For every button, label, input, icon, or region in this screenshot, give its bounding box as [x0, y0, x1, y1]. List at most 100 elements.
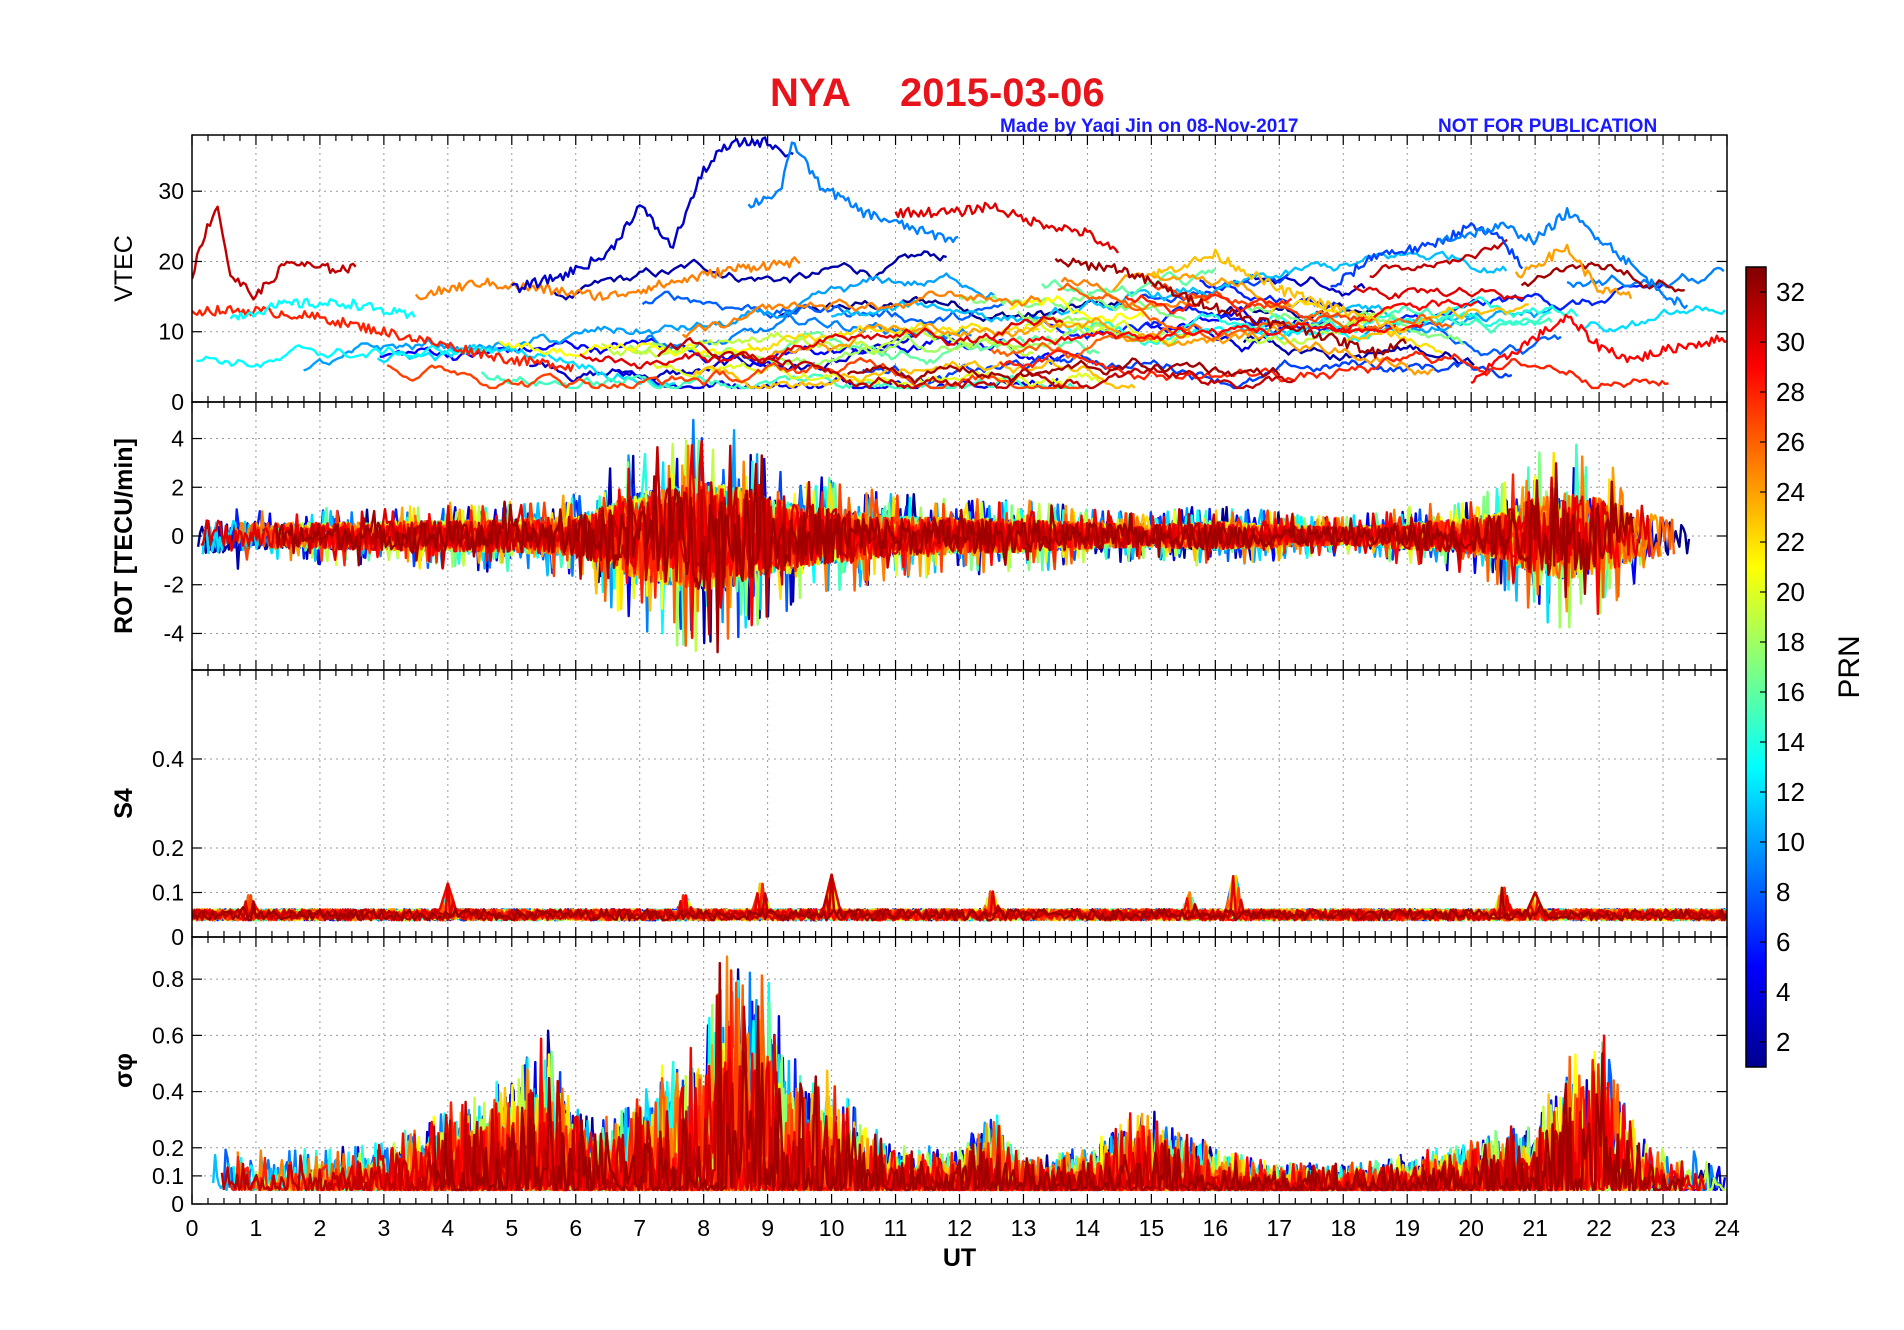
- notice-text: NOT FOR PUBLICATION: [1438, 116, 1657, 137]
- y-tick-label: 0.4: [152, 1079, 184, 1105]
- colorbar-tick-label: 28: [1776, 377, 1805, 407]
- colorbar-tick-label: 2: [1776, 1027, 1790, 1057]
- colorbar-tick-label: 20: [1776, 577, 1805, 607]
- vtec-series-prn-9: [1438, 206, 1689, 310]
- vtec-series-prn-24: [1514, 243, 1633, 300]
- vtec-series-prn-25: [414, 256, 801, 302]
- y-tick-label: 2: [171, 474, 184, 500]
- x-tick-label: 14: [1075, 1215, 1101, 1241]
- vtec-trace: [376, 343, 676, 389]
- panel-s4: 0 0.1 0.2 0.4 S4: [110, 669, 1728, 950]
- y-tick-label: 0.4: [152, 746, 184, 772]
- x-tick-label: 22: [1586, 1215, 1612, 1241]
- x-tick-label: 23: [1650, 1215, 1676, 1241]
- rot-trace-prn-29: [274, 485, 1621, 639]
- vtec-trace: [1388, 304, 1553, 334]
- x-tick-label: 0: [186, 1215, 199, 1241]
- vtec-trace: [681, 290, 1042, 339]
- s4-trace-prn-30: [192, 873, 1727, 922]
- y-axis-label-vtec: VTEC: [110, 235, 138, 302]
- vtec-trace: [480, 371, 1083, 390]
- vtec-series-prn-3: [511, 136, 794, 294]
- vtec-trace: [196, 344, 495, 369]
- y-tick-label: 10: [158, 319, 184, 345]
- x-tick-label: 11: [884, 1215, 908, 1241]
- vtec-trace: [498, 340, 753, 358]
- colorbar-tick-label: 24: [1776, 477, 1805, 507]
- vtec-trace: [1232, 274, 1366, 297]
- vtec-trace: [846, 357, 1281, 385]
- vtec-trace: [552, 250, 947, 301]
- panel-vtec: 0 10 20 30 VTEC: [110, 134, 1728, 415]
- vtec-trace: [652, 361, 1103, 388]
- x-axis-label: UT: [943, 1244, 976, 1272]
- vtec-trace: [1369, 238, 1508, 279]
- x-tick-label: 8: [697, 1215, 710, 1241]
- y-tick-label: 0.1: [152, 1163, 184, 1189]
- x-tick-label: 15: [1139, 1215, 1165, 1241]
- rot-trace-prn-32: [273, 454, 1635, 654]
- vtec-trace: [1060, 276, 1210, 311]
- vtec-trace: [579, 315, 1064, 370]
- colorbar-tick-label: 8: [1776, 877, 1790, 907]
- vtec-trace: [1346, 303, 1529, 342]
- colorbar-tick-label: 26: [1776, 427, 1805, 457]
- y-tick-label: 4: [171, 426, 184, 452]
- x-tick-label: 21: [1522, 1215, 1548, 1241]
- x-ticks-s4: [191, 670, 1728, 937]
- sigma_phi-trace-prn-32: [432, 961, 1685, 1192]
- vtec-trace: [626, 323, 1102, 366]
- x-ticks-rot: [191, 402, 1728, 670]
- traces-sigma_phi: [212, 955, 1727, 1192]
- colorbar-tick-label: 14: [1776, 727, 1805, 757]
- y-tick-label: 0: [171, 924, 184, 950]
- x-tick-label: 20: [1458, 1215, 1484, 1241]
- colorbar-tick-label: 16: [1776, 677, 1805, 707]
- s4-trace-prn-32: [192, 886, 1727, 922]
- vtec-series-prn-13: [229, 297, 416, 321]
- y-tick-label: -2: [164, 572, 184, 598]
- vtec-trace: [303, 272, 996, 372]
- x-tick-label: 18: [1330, 1215, 1356, 1241]
- x-tick-label: 24: [1714, 1215, 1740, 1241]
- vtec-trace: [1041, 268, 1216, 298]
- vtec-trace: [1124, 293, 1293, 315]
- x-tick-label: 9: [761, 1215, 774, 1241]
- vtec-trace: [1242, 334, 1475, 366]
- vtec-trace: [999, 349, 1669, 390]
- colorbar-gradient: [1745, 266, 1767, 1068]
- y-axis-label-s4: S4: [110, 788, 138, 819]
- x-tick-label: 16: [1203, 1215, 1229, 1241]
- vtec-series-prn-30: [894, 201, 1120, 254]
- colorbar-tick-label: 12: [1776, 777, 1805, 807]
- y-tick-label: 0.6: [152, 1022, 184, 1048]
- x-tick-label: 17: [1266, 1215, 1292, 1241]
- y-tick-label: 0.2: [152, 1135, 184, 1161]
- vtec-trace: [1583, 305, 1726, 333]
- panel-rot: -4 -2 0 2 4 ROT [TECU/min]: [110, 401, 1728, 671]
- y-tick-label: 0.8: [152, 966, 184, 992]
- y-tick-label: 0.1: [152, 880, 184, 906]
- vtec-trace: [957, 293, 1187, 321]
- traces-rot: [196, 418, 1691, 654]
- sigma_phi-trace-prn-31: [220, 994, 1572, 1192]
- y-axis-label-rot: ROT [TECU/min]: [110, 438, 138, 634]
- x-tick-label: 19: [1394, 1215, 1420, 1241]
- vtec-series-prn-7: [1330, 222, 1524, 288]
- vtec-series-prn-32: [1054, 257, 1407, 359]
- vtec-trace: [1520, 262, 1685, 293]
- vtec-trace: [761, 317, 1435, 376]
- y-axis-label-sigma_phi: σφ: [110, 1053, 138, 1088]
- traces-vtec: [192, 136, 1727, 390]
- y-tick-label: 0: [171, 523, 184, 549]
- vtec-trace: [1352, 284, 1524, 301]
- colorbar-tick-label: 4: [1776, 977, 1790, 1007]
- vtec-series-prn-9: [747, 141, 959, 244]
- x-tick-label: 5: [505, 1215, 518, 1241]
- colorbar-tick-label: 18: [1776, 627, 1805, 657]
- vtec-trace: [1151, 283, 1374, 323]
- colorbar-tick-label: 6: [1776, 927, 1790, 957]
- vtec-trace: [1413, 321, 1562, 357]
